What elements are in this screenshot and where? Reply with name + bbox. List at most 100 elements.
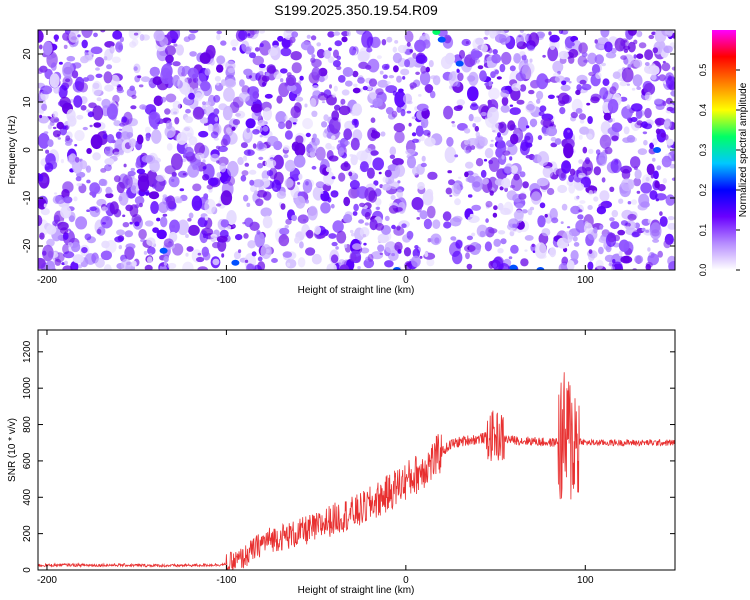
heatmap-cell	[305, 247, 316, 256]
heatmap-cell	[156, 217, 161, 222]
heatmap-cell	[404, 30, 414, 43]
heatmap-cell	[104, 164, 112, 172]
heatmap-cell	[166, 195, 176, 208]
heatmap-cell	[454, 198, 461, 206]
heatmap-cell	[418, 94, 422, 97]
heatmap-cell	[659, 216, 668, 227]
heatmap-cell	[235, 110, 246, 119]
heatmap-cell	[652, 157, 656, 162]
heatmap-cell	[521, 54, 527, 61]
heatmap-cell	[239, 79, 245, 87]
heatmap-cell	[473, 116, 482, 123]
heatmap-cell	[336, 65, 342, 71]
heatmap-cell	[232, 225, 236, 228]
heatmap-cell	[265, 72, 270, 77]
heatmap-cell	[519, 30, 525, 34]
heatmap-cell	[127, 170, 136, 177]
heatmap-cell	[93, 32, 98, 38]
heatmap-cell	[567, 226, 571, 229]
heatmap-cell	[43, 203, 47, 208]
heatmap-cell	[86, 148, 92, 154]
heatmap-cell	[593, 166, 601, 176]
heatmap-cell	[52, 111, 59, 118]
heatmap-cell	[500, 238, 507, 245]
heatmap-cell	[397, 44, 407, 54]
heatmap-cell	[636, 190, 641, 194]
heatmap-cell	[471, 232, 476, 237]
heatmap-cell	[509, 107, 521, 115]
heatmap-cell	[255, 198, 264, 207]
heatmap-cell	[498, 230, 506, 235]
heatmap-cell	[294, 102, 302, 113]
heatmap-cell	[640, 182, 652, 194]
heatmap-cell	[655, 193, 667, 201]
heatmap-cell	[199, 52, 211, 64]
heatmap-cell	[485, 200, 493, 208]
heatmap-cell	[400, 108, 406, 117]
heatmap-cell	[133, 66, 138, 71]
heatmap-cell	[448, 179, 455, 186]
heatmap-cell	[450, 236, 457, 241]
heatmap-cell	[396, 105, 402, 113]
heatmap-cell	[177, 76, 189, 93]
heatmap-cell	[210, 153, 220, 163]
heatmap-cell	[304, 103, 308, 108]
heatmap-cell	[525, 102, 537, 113]
heatmap-cell	[76, 114, 84, 120]
heatmap-cell	[338, 105, 351, 116]
heatmap-cell	[395, 207, 403, 212]
heatmap-cell	[188, 224, 200, 236]
heatmap-cell	[143, 250, 148, 255]
heatmap-cell	[393, 122, 405, 133]
heatmap-cell	[359, 161, 369, 173]
heatmap-cell	[38, 174, 44, 182]
heatmap-cell	[238, 30, 248, 41]
heatmap-cell	[338, 147, 345, 156]
heatmap-cell	[480, 111, 487, 117]
heatmap-cell	[634, 169, 642, 180]
heatmap-cell	[258, 74, 268, 88]
heatmap-cell	[305, 132, 311, 138]
heatmap-cell	[506, 190, 517, 201]
heatmap-cell	[594, 54, 604, 65]
heatmap-cell	[552, 60, 564, 73]
heatmap-cell	[256, 190, 268, 198]
heatmap-cell	[480, 44, 488, 53]
heatmap-cell	[404, 59, 411, 68]
heatmap-cell	[251, 251, 257, 257]
heatmap-cell	[361, 30, 373, 49]
snr-series-line	[38, 372, 675, 570]
heatmap-cell	[388, 205, 399, 214]
heatmap-cell	[63, 251, 75, 259]
heatmap-cell	[90, 134, 103, 150]
heatmap-cell	[553, 72, 559, 77]
heatmap-cell	[295, 96, 304, 102]
heatmap-cell	[427, 132, 431, 138]
heatmap-cell	[468, 113, 474, 122]
heatmap-cell	[549, 34, 560, 43]
heatmap-cell	[607, 232, 616, 243]
heatmap-cell	[188, 212, 194, 219]
heatmap-cell	[419, 71, 431, 86]
heatmap-cell	[501, 51, 512, 65]
heatmap-cell	[216, 33, 221, 41]
heatmap-cell	[280, 68, 288, 74]
heatmap-cell	[134, 221, 140, 227]
heatmap-cell	[194, 142, 206, 155]
heatmap-cell	[258, 30, 265, 34]
heatmap-cell	[75, 176, 82, 182]
heatmap-cell	[586, 102, 591, 106]
heatmap-cell	[494, 69, 500, 75]
heatmap-cell	[665, 97, 673, 105]
heatmap-cell	[202, 104, 207, 110]
heatmap-cell	[118, 191, 129, 206]
heatmap-hotspot	[392, 267, 401, 270]
heatmap-cell	[627, 201, 632, 205]
heatmap-cell	[577, 214, 584, 220]
heatmap-cell	[227, 160, 239, 178]
heatmap-cell	[277, 35, 284, 42]
heatmap-cell	[223, 87, 235, 102]
heatmap-cell	[445, 187, 453, 195]
heatmap-cell	[412, 52, 417, 59]
heatmap-cell	[56, 121, 65, 130]
